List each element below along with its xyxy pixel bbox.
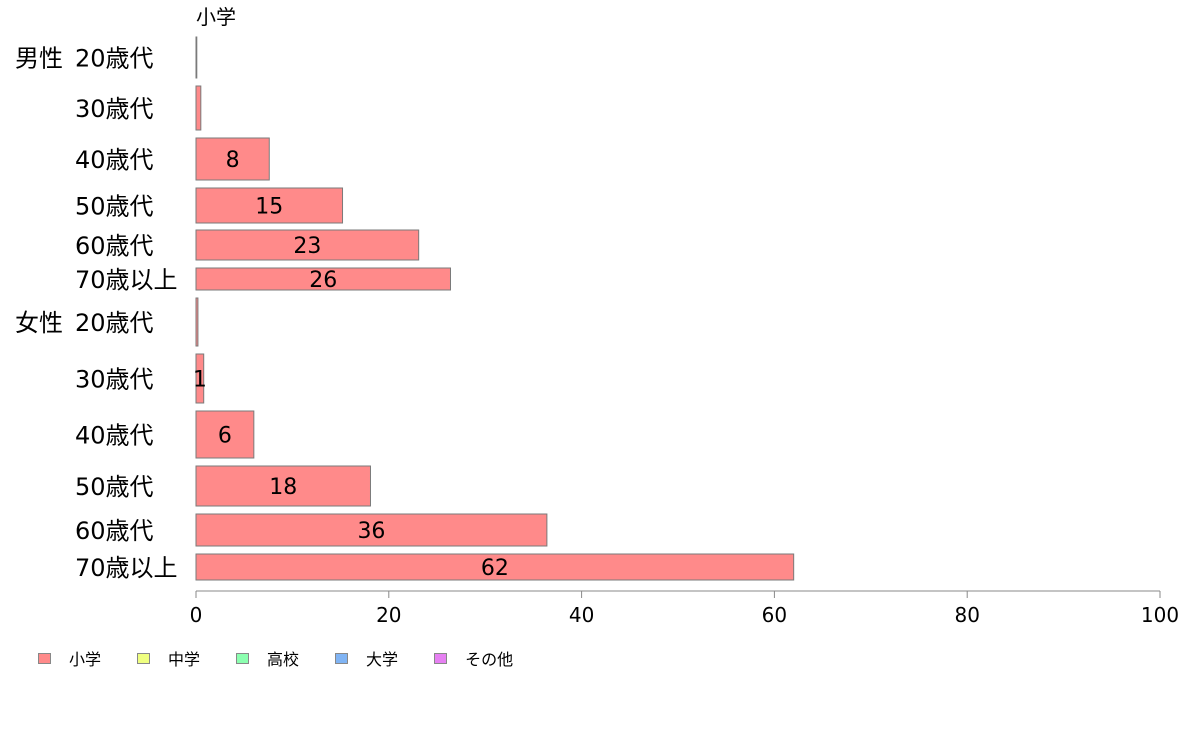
- x-tick-label: 20: [376, 603, 401, 627]
- legend-label: 高校: [267, 650, 300, 669]
- group-label: 女性: [15, 309, 63, 337]
- column-title: 小学: [196, 5, 236, 29]
- bar: [195, 353, 205, 404]
- legend-swatch: [335, 652, 349, 664]
- category-label: 40歳代: [75, 146, 154, 174]
- legend-label: 小学: [69, 650, 102, 669]
- bar: [195, 187, 344, 224]
- x-tick-label: 100: [1141, 603, 1179, 627]
- category-label: 20歳代: [75, 45, 154, 73]
- data-label: 23: [293, 234, 321, 259]
- legend-label: その他: [465, 650, 514, 669]
- data-label: 8: [226, 148, 240, 173]
- bar: [195, 137, 270, 181]
- category-label: 50歳代: [75, 193, 154, 221]
- data-label: 18: [269, 475, 297, 500]
- x-tick-label: 0: [190, 603, 203, 627]
- bar: [195, 36, 198, 79]
- bar: [195, 267, 451, 291]
- bar: [195, 297, 199, 347]
- legend-swatch: [434, 652, 448, 664]
- bar: [195, 410, 255, 459]
- x-tick-label: 80: [954, 603, 979, 627]
- category-label: 50歳代: [75, 473, 154, 501]
- legend-item: 高校: [236, 646, 299, 670]
- category-label: 70歳以上: [75, 554, 178, 582]
- data-label: 26: [309, 268, 337, 293]
- category-label: 20歳代: [75, 309, 154, 337]
- data-label: 15: [255, 195, 283, 220]
- bar: [195, 465, 371, 507]
- category-label: 60歳代: [75, 232, 154, 260]
- group-label: 男性: [15, 45, 63, 73]
- legend-item: その他: [434, 646, 513, 670]
- x-axis: 0 20 40 60 80 100: [190, 590, 1179, 627]
- legend: 小学 中学 高校 大学 その他: [38, 646, 549, 670]
- category-label: 60歳代: [75, 517, 154, 545]
- x-tick-label: 40: [569, 603, 594, 627]
- bar: [195, 553, 795, 581]
- legend-item: 大学: [335, 646, 398, 670]
- legend-swatch: [236, 652, 250, 664]
- category-label: 30歳代: [75, 366, 154, 394]
- data-label: 1: [193, 368, 207, 393]
- bars: 8 15 23 26 1 6 18 36 62: [193, 36, 795, 581]
- data-label: 6: [218, 424, 232, 449]
- category-label: 30歳代: [75, 95, 154, 123]
- category-label: 70歳以上: [75, 266, 178, 294]
- bar: [195, 513, 548, 547]
- legend-label: 大学: [366, 650, 399, 669]
- legend-swatch: [137, 652, 151, 664]
- category-labels: 20歳代 30歳代 40歳代 50歳代 60歳代 70歳以上 20歳代 30歳代 40歳代 50歳…: [75, 45, 178, 583]
- legend-item: 中学: [137, 646, 200, 670]
- data-label: 36: [357, 519, 385, 544]
- x-tick-label: 60: [762, 603, 787, 627]
- bar: [195, 229, 420, 261]
- legend-label: 中学: [168, 650, 201, 669]
- bar: [195, 85, 202, 131]
- category-label: 40歳代: [75, 422, 154, 450]
- data-label: 62: [481, 556, 509, 581]
- legend-swatch: [38, 652, 51, 664]
- legend-item: 小学: [38, 646, 101, 670]
